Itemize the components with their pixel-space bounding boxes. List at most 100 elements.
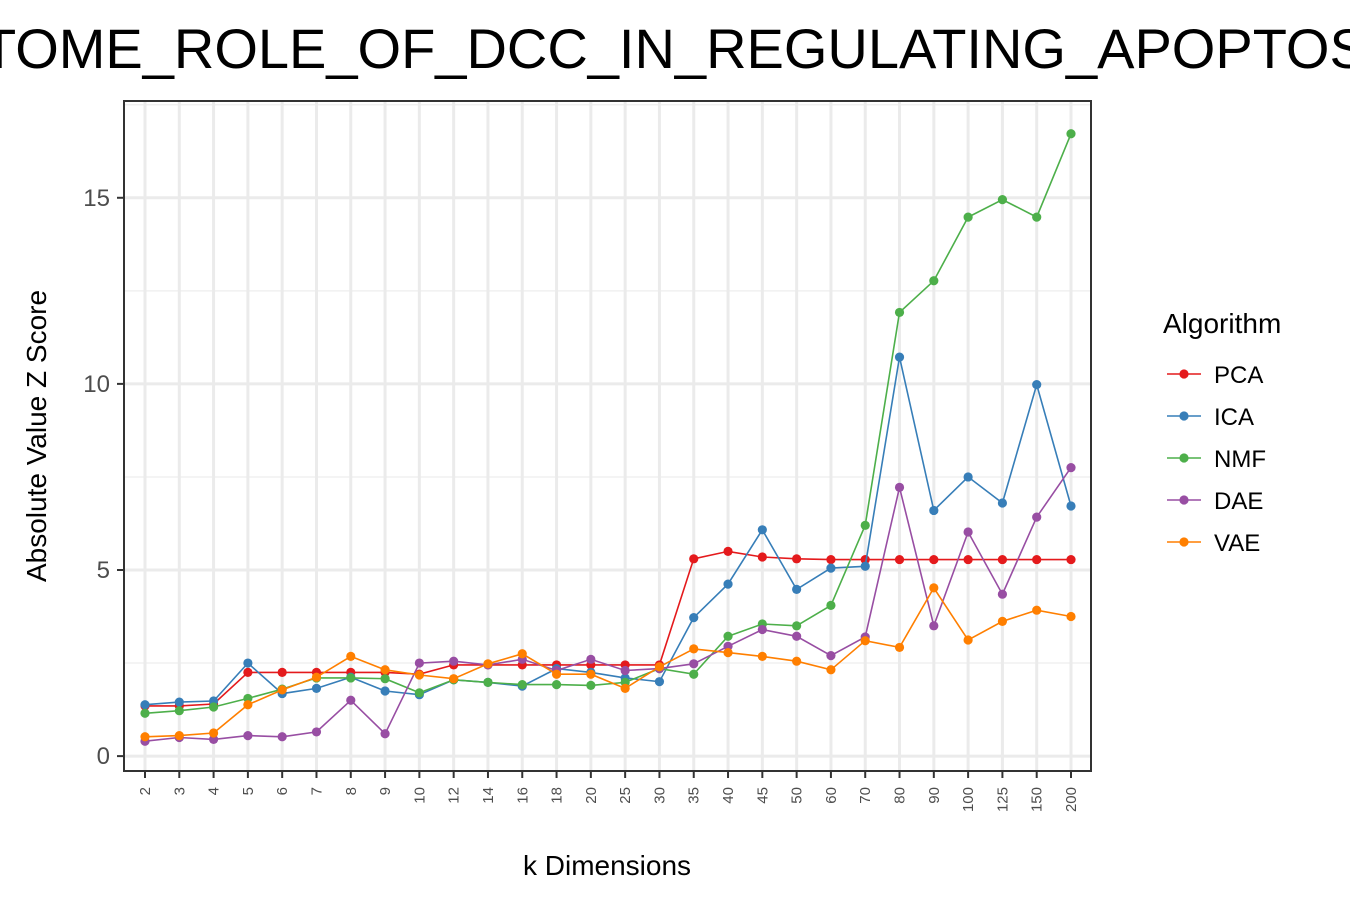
data-point-vae (346, 651, 356, 661)
data-point-nmf (346, 673, 356, 683)
data-point-pca (826, 554, 836, 565)
x-tick-label: 3 (171, 787, 188, 795)
data-point-nmf (894, 307, 905, 318)
data-point-ica (1032, 380, 1042, 390)
data-point-nmf (723, 631, 733, 641)
data-point-nmf (551, 680, 562, 690)
data-point-nmf (140, 708, 150, 718)
data-point-vae (243, 700, 253, 710)
data-point-pca (757, 552, 767, 562)
data-point-vae (723, 648, 733, 658)
x-tick-label: 40 (720, 787, 737, 804)
data-point-ica (689, 613, 699, 623)
x-tick-label: 100 (960, 787, 977, 812)
data-point-vae (894, 642, 905, 653)
legend-label-nmf: NMF (1214, 446, 1266, 473)
data-point-vae (792, 656, 802, 666)
data-point-dae (1032, 512, 1042, 522)
data-point-vae (208, 728, 219, 738)
data-point-pca (792, 554, 802, 564)
data-point-pca (243, 667, 253, 677)
x-tick-label: 4 (206, 787, 223, 795)
data-point-ica (757, 525, 767, 535)
data-point-nmf (689, 669, 699, 679)
series-line-dae (144, 467, 1072, 742)
data-point-vae (929, 583, 939, 593)
data-point-dae (449, 656, 459, 666)
data-point-ica (174, 697, 184, 707)
x-tick-label: 5 (240, 787, 257, 795)
data-point-ica (140, 700, 150, 710)
data-point-ica (860, 561, 870, 571)
data-point-vae (551, 669, 562, 679)
data-point-ica (243, 658, 253, 668)
data-point-vae (311, 672, 322, 682)
data-point-pca (929, 554, 939, 565)
y-tick-label: 0 (97, 743, 110, 770)
data-point-vae (277, 685, 287, 695)
x-axis-label: k Dimensions (523, 850, 691, 881)
data-point-dae (894, 482, 905, 492)
data-point-nmf (1032, 212, 1042, 222)
data-point-dae (346, 695, 356, 705)
data-point-pca (723, 546, 733, 556)
data-point-vae (757, 651, 767, 661)
data-point-dae (1066, 463, 1076, 473)
y-tick-label: 10 (83, 371, 110, 398)
data-point-dae (757, 624, 767, 635)
y-axis: 0 5 10 15 (83, 185, 124, 770)
data-point-dae (277, 732, 287, 742)
data-point-vae (620, 683, 630, 693)
data-point-vae (860, 636, 870, 646)
x-tick-label: 2 (137, 787, 154, 795)
x-tick-label: 16 (514, 787, 531, 804)
data-point-vae (380, 665, 390, 675)
x-tick-label: 80 (892, 787, 909, 804)
data-point-vae (1032, 605, 1042, 615)
data-point-nmf (963, 212, 973, 222)
data-point-dae (243, 731, 253, 741)
data-point-dae (963, 527, 973, 537)
data-point-vae (449, 674, 459, 684)
data-point-nmf (860, 520, 870, 530)
data-point-dae (380, 729, 390, 739)
x-tick-label: 60 (823, 787, 840, 804)
legend-marker-vae (1179, 537, 1189, 547)
data-point-pca (860, 554, 870, 565)
data-point-dae (929, 621, 939, 631)
data-point-vae (174, 731, 184, 741)
data-point-ica (963, 472, 973, 482)
data-point-ica (792, 584, 802, 594)
data-point-dae (620, 665, 630, 676)
legend-marker-ica (1179, 411, 1189, 421)
x-tick-label: 90 (926, 787, 943, 804)
data-point-nmf (243, 693, 253, 704)
x-tick-label: 7 (308, 787, 325, 795)
legend-marker-dae (1179, 495, 1189, 505)
x-tick-label: 35 (686, 787, 703, 804)
x-tick-label: 30 (651, 787, 668, 804)
chart-title: TOME_ROLE_OF_DCC_IN_REGULATING_APOPTOS (0, 17, 1350, 80)
data-point-dae (792, 631, 802, 641)
data-point-pca (689, 554, 699, 564)
y-tick-label: 5 (97, 557, 110, 584)
data-point-ica (311, 683, 322, 693)
data-point-dae (414, 658, 424, 668)
data-point-ica (826, 563, 836, 573)
legend-title: Algorithm (1163, 308, 1281, 339)
x-tick-label: 50 (789, 787, 806, 804)
x-tick-label: 125 (994, 787, 1011, 812)
data-point-pca (894, 554, 905, 565)
legend-label-dae: DAE (1214, 488, 1263, 515)
data-point-vae (1066, 611, 1076, 622)
data-point-dae (723, 641, 733, 651)
data-point-nmf (174, 706, 184, 716)
x-tick-label: 20 (583, 787, 600, 804)
data-point-vae (963, 635, 973, 645)
data-point-dae (826, 651, 836, 661)
data-point-ica (654, 677, 665, 687)
data-point-ica (894, 352, 905, 362)
data-point-vae (140, 732, 150, 742)
data-point-vae (586, 669, 596, 679)
